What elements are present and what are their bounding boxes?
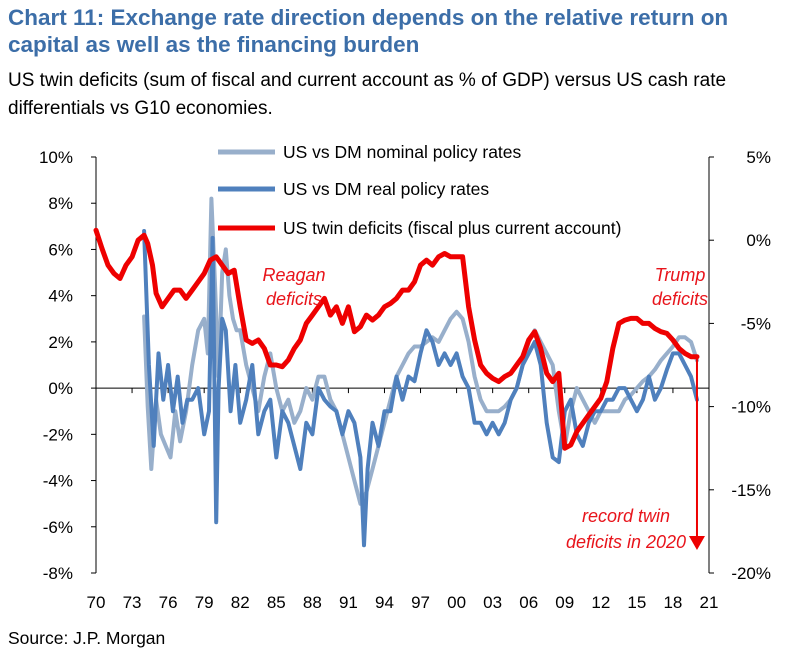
- x-tick-label: 03: [483, 593, 502, 612]
- y-right-tick-label: -5%: [741, 314, 771, 333]
- legend-label: US twin deficits (fiscal plus current ac…: [283, 218, 621, 238]
- annotation-record-twin-deficits: record twin deficits in 2020: [566, 506, 686, 552]
- series-line-real: [142, 229, 699, 548]
- y-right-tick-label: -15%: [731, 481, 771, 500]
- y-left-tick-label: -2%: [43, 425, 73, 444]
- x-tick-label: 94: [375, 593, 394, 612]
- annotation-reagan-deficits: Reagan deficits: [262, 265, 325, 309]
- y-right-tick-label: -10%: [731, 398, 771, 417]
- x-tick-label: 73: [123, 593, 142, 612]
- chart-title: Chart 11: Exchange rate direction depend…: [8, 5, 729, 57]
- legend-label: US vs DM nominal policy rates: [283, 142, 522, 162]
- x-tick-label: 21: [700, 593, 719, 612]
- source-note: Source: J.P. Morgan: [8, 628, 166, 648]
- legend-label: US vs DM real policy rates: [283, 179, 489, 199]
- y-left-tick-label: 10%: [39, 148, 73, 167]
- y-left-tick-label: 4%: [48, 287, 73, 306]
- x-tick-label: 15: [627, 593, 646, 612]
- arrow-head: [688, 536, 705, 551]
- y-right-tick-label: 0%: [746, 231, 771, 250]
- y-left-tick-label: 6%: [48, 240, 73, 259]
- x-tick-label: 91: [339, 593, 358, 612]
- x-tick-label: 06: [519, 593, 538, 612]
- y-left-tick-label: -8%: [43, 564, 73, 583]
- y-right-tick-label: 5%: [746, 148, 771, 167]
- x-tick-label: 09: [555, 593, 574, 612]
- x-tick-label: 88: [303, 593, 322, 612]
- x-tick-label: 00: [447, 593, 466, 612]
- legend: US vs DM nominal policy rates US vs DM re…: [218, 142, 621, 238]
- x-tick-label: 97: [411, 593, 430, 612]
- x-tick-label: 76: [159, 593, 178, 612]
- y-left-tick-label: 8%: [48, 194, 73, 213]
- x-tick-label: 70: [87, 593, 106, 612]
- x-tick-label: 82: [231, 593, 250, 612]
- x-tick-label: 79: [195, 593, 214, 612]
- chart-subtitle: US twin deficits (sum of fiscal and curr…: [8, 70, 727, 119]
- y-left-tick-label: -6%: [43, 518, 73, 537]
- y-left-tick-label: 2%: [48, 333, 73, 352]
- x-tick-label: 12: [591, 593, 610, 612]
- annotation-trump-deficits: Trump deficits: [652, 265, 708, 309]
- x-tick-label: 18: [663, 593, 682, 612]
- x-tick-label: 85: [267, 593, 286, 612]
- y-left-tick-label: -4%: [43, 472, 73, 491]
- series-line-twin-deficits: [93, 227, 700, 451]
- y-right-tick-label: -20%: [731, 564, 771, 583]
- y-left-tick-label: 0%: [48, 379, 73, 398]
